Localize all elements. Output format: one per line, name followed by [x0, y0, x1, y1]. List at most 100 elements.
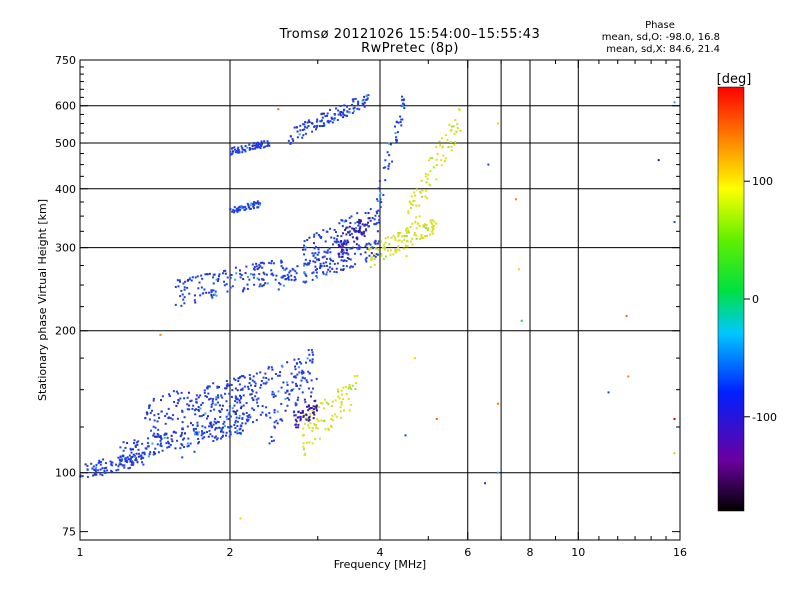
data-point — [267, 378, 270, 381]
data-point — [141, 442, 144, 445]
data-point — [348, 108, 351, 111]
data-point — [286, 404, 289, 407]
data-point — [164, 432, 167, 435]
data-point — [426, 234, 429, 237]
data-point — [111, 470, 114, 473]
data-point — [330, 236, 333, 239]
data-point — [280, 276, 283, 279]
data-point — [272, 274, 275, 277]
y-tick-label: 75 — [62, 526, 76, 539]
data-point — [101, 474, 104, 477]
data-point — [165, 412, 168, 415]
data-point — [168, 395, 171, 398]
data-point — [268, 261, 271, 264]
data-point — [202, 292, 205, 295]
data-point — [322, 271, 325, 274]
data-point — [117, 465, 120, 468]
data-point — [182, 298, 185, 301]
data-point — [294, 382, 297, 385]
data-point — [195, 401, 198, 404]
data-point — [216, 385, 219, 388]
data-point — [270, 435, 273, 438]
data-point — [141, 451, 144, 454]
data-point — [295, 384, 298, 387]
data-point — [347, 398, 350, 401]
data-point — [213, 420, 216, 423]
data-point — [122, 464, 125, 467]
data-point — [430, 221, 433, 224]
data-point — [209, 423, 212, 426]
data-point — [285, 267, 288, 270]
data-point — [412, 200, 415, 203]
data-point — [262, 271, 265, 274]
data-point — [321, 116, 324, 119]
data-point — [216, 386, 219, 389]
data-point — [342, 241, 345, 244]
data-point — [149, 411, 152, 414]
data-point — [298, 133, 301, 136]
data-point — [367, 217, 370, 220]
data-point — [329, 257, 332, 260]
data-point — [158, 436, 161, 439]
data-point — [326, 112, 329, 115]
data-point — [223, 280, 226, 283]
data-point — [423, 223, 426, 226]
data-point — [313, 423, 316, 426]
data-point — [304, 452, 307, 455]
data-point — [234, 419, 237, 422]
data-point — [310, 391, 313, 394]
data-point — [130, 463, 133, 466]
data-point — [341, 232, 344, 235]
data-point — [209, 409, 212, 412]
data-point — [333, 413, 336, 416]
data-point — [414, 194, 417, 197]
data-point — [344, 240, 347, 243]
data-point — [215, 278, 218, 281]
data-point — [261, 411, 264, 414]
data-point — [236, 398, 239, 401]
data-point — [323, 255, 326, 258]
data-point — [308, 418, 311, 421]
data-point — [159, 444, 162, 447]
data-point — [294, 402, 297, 405]
data-point — [484, 482, 487, 485]
data-point — [308, 236, 311, 239]
data-point — [432, 232, 435, 235]
data-point — [235, 413, 238, 416]
data-point — [368, 246, 371, 249]
data-point — [93, 468, 96, 471]
data-point — [179, 435, 182, 438]
data-point — [340, 401, 343, 404]
data-point — [388, 162, 391, 165]
data-point — [607, 391, 610, 394]
data-point — [197, 287, 200, 290]
data-point — [380, 254, 383, 257]
data-point — [222, 270, 225, 273]
data-point — [172, 414, 175, 417]
data-point — [356, 247, 359, 250]
data-point — [261, 277, 264, 280]
data-point — [270, 259, 273, 262]
data-point — [234, 396, 237, 399]
data-point — [254, 147, 257, 150]
data-point — [304, 401, 307, 404]
data-point — [269, 416, 272, 419]
data-point — [351, 236, 354, 239]
data-point — [196, 275, 199, 278]
data-point — [277, 288, 280, 291]
data-point — [311, 427, 314, 430]
data-point — [255, 146, 258, 149]
data-point — [377, 187, 380, 190]
data-point — [252, 273, 255, 276]
data-point — [303, 271, 306, 274]
data-point — [79, 474, 82, 477]
data-point — [122, 449, 125, 452]
data-point — [124, 446, 127, 449]
data-point — [191, 276, 194, 279]
data-point — [160, 437, 163, 440]
y-tick-label: 600 — [55, 100, 76, 113]
data-point — [627, 375, 630, 378]
data-point — [213, 293, 216, 296]
data-point — [273, 411, 276, 414]
data-point — [253, 283, 256, 286]
